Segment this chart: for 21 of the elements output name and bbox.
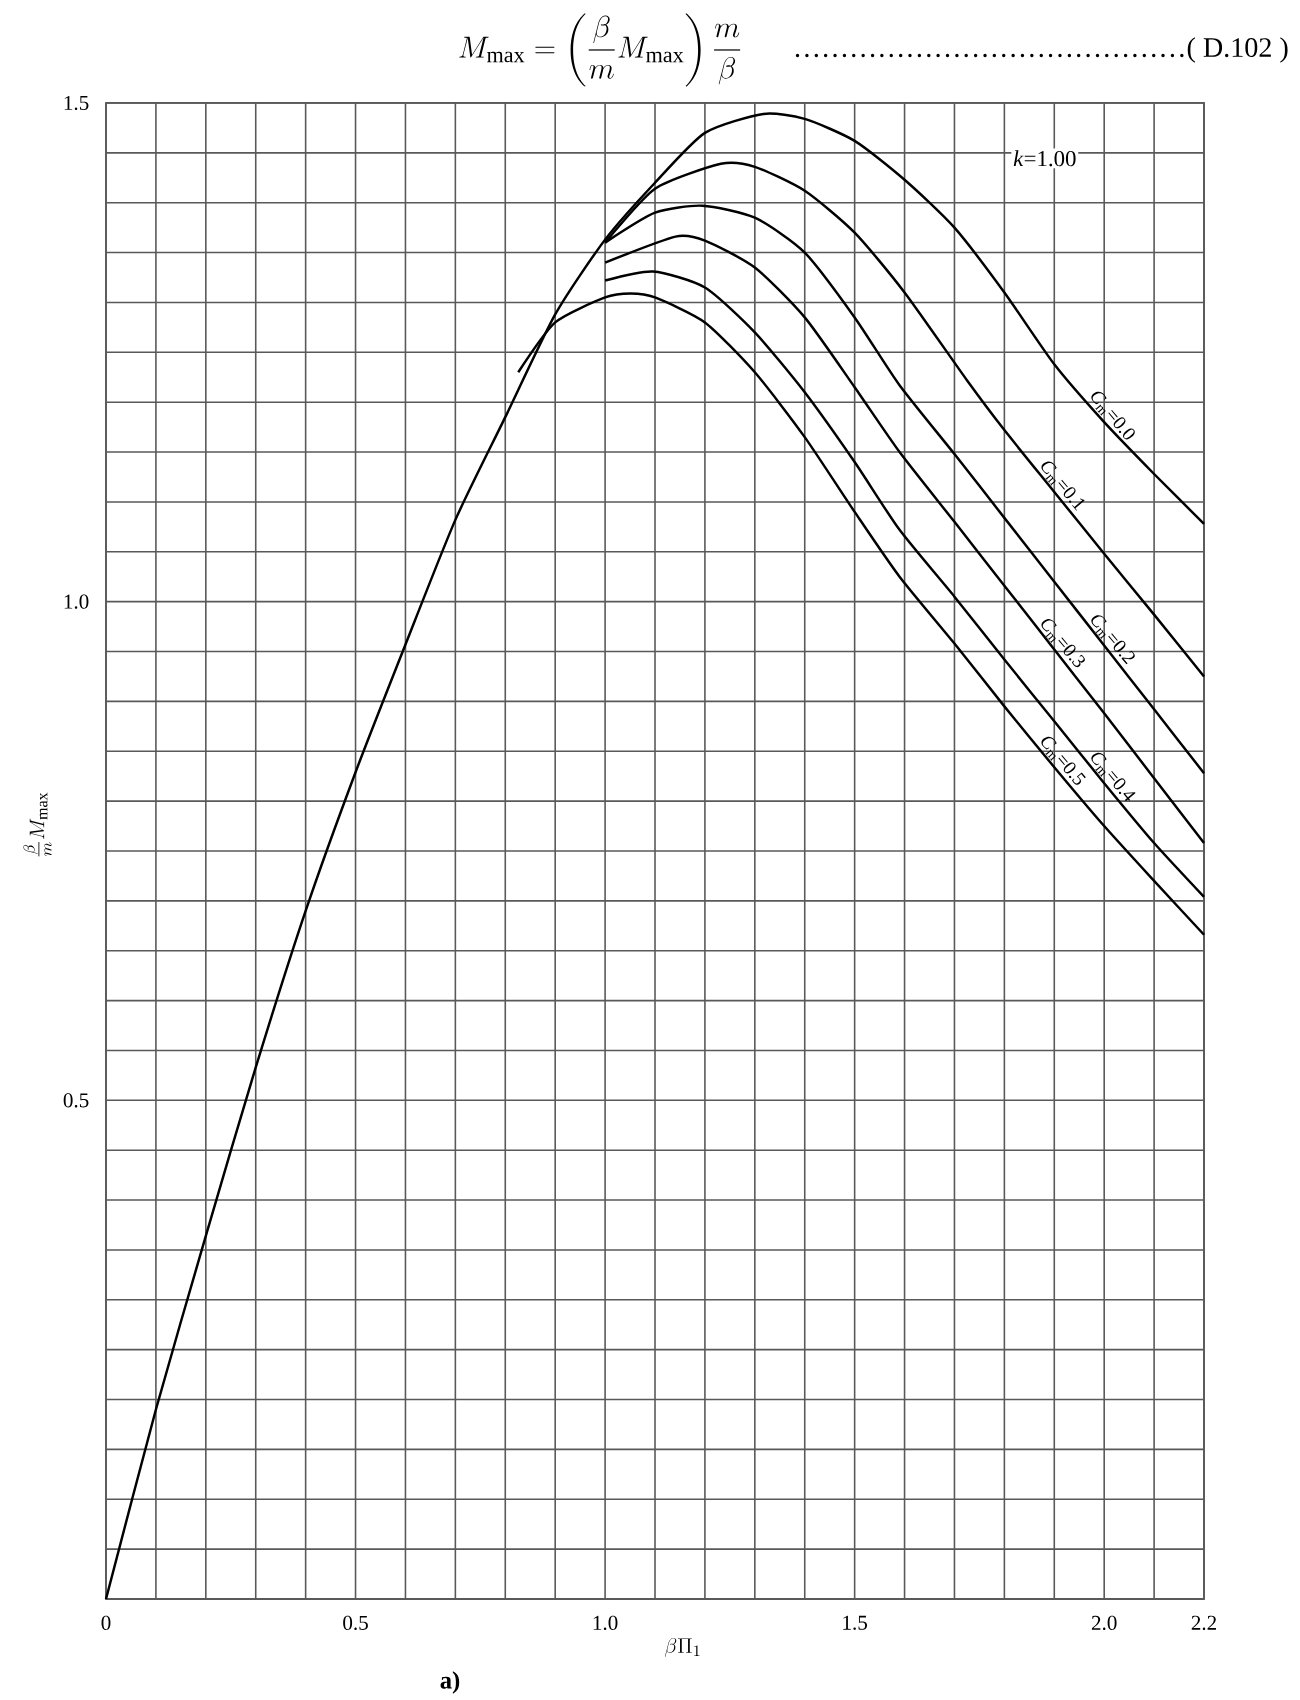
annotation: k=1.00 bbox=[1013, 150, 1076, 167]
text: C$_{m}$=0.2 bbox=[1091, 615, 1135, 665]
y-tick-label: 1.0 bbox=[64, 594, 89, 609]
y-axis-title: $\frac{\beta}{m}M_{\max}$ bbox=[23, 792, 52, 857]
x-tick-label: 0.5 bbox=[343, 1615, 368, 1631]
text: C$_{m}$=0.4 bbox=[1091, 752, 1136, 802]
text: ……………………………………( D.102 ) bbox=[795, 37, 1288, 63]
text: C$_{m}$=0.3 bbox=[1041, 619, 1085, 668]
x-tick-label: 2.0 bbox=[1091, 1615, 1117, 1631]
y-tick-label: 1.5 bbox=[64, 95, 89, 111]
x-tick-label: 1.5 bbox=[843, 1615, 868, 1630]
text: a) bbox=[440, 1671, 460, 1694]
x-tick-label: 0 bbox=[101, 1615, 111, 1630]
y-tick-label: 0.5 bbox=[63, 1093, 89, 1108]
text: C$_{m}$=0.0 bbox=[1091, 391, 1135, 440]
chart-title: $M_{\max}=\left(\dfrac{\beta}{m}M_{\max}\right)\dfrac{m}{\beta}$ bbox=[459, 13, 741, 87]
x-tick-label: 2.2 bbox=[1191, 1615, 1217, 1631]
x-tick-label: 1.0 bbox=[593, 1615, 618, 1631]
text: C$_{m}$=0.1 bbox=[1041, 461, 1085, 511]
x-axis-title: $\beta\Pi_{1}$ bbox=[664, 1637, 700, 1657]
text: C$_{m}$=0.5 bbox=[1041, 736, 1086, 785]
